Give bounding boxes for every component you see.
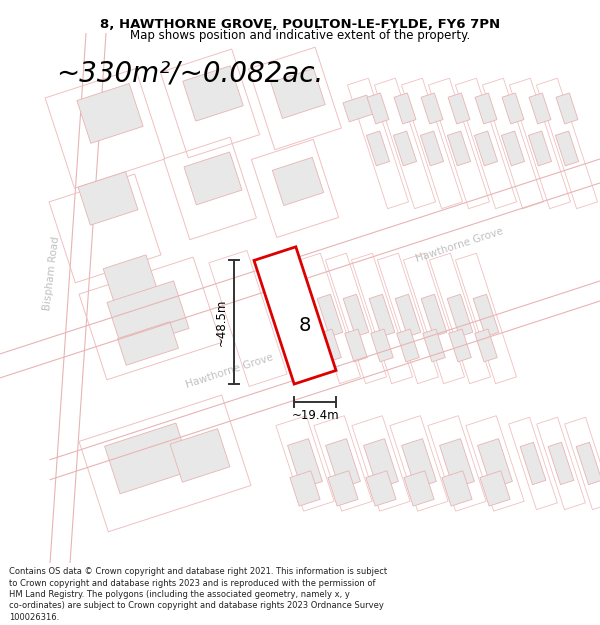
Polygon shape [404, 471, 434, 506]
Text: ~330m²/~0.082ac.: ~330m²/~0.082ac. [56, 59, 323, 88]
Polygon shape [183, 66, 243, 121]
Polygon shape [118, 322, 178, 365]
Polygon shape [364, 439, 398, 488]
Text: HM Land Registry. The polygons (including the associated geometry, namely x, y: HM Land Registry. The polygons (includin… [9, 590, 350, 599]
Polygon shape [520, 442, 546, 484]
Polygon shape [319, 329, 341, 362]
Polygon shape [473, 294, 499, 337]
Polygon shape [423, 329, 445, 362]
Polygon shape [272, 158, 323, 206]
Polygon shape [475, 131, 497, 166]
Polygon shape [371, 329, 393, 362]
Polygon shape [421, 93, 443, 124]
Polygon shape [421, 294, 447, 337]
Polygon shape [475, 93, 497, 124]
Polygon shape [502, 93, 524, 124]
Polygon shape [290, 471, 320, 506]
Polygon shape [449, 329, 471, 362]
Polygon shape [421, 131, 443, 166]
Polygon shape [77, 84, 143, 143]
Polygon shape [475, 329, 497, 362]
Polygon shape [397, 329, 419, 362]
Polygon shape [556, 93, 578, 124]
Text: 100026316.: 100026316. [9, 612, 59, 621]
Polygon shape [271, 68, 325, 119]
Polygon shape [104, 423, 191, 494]
Text: Bispham Road: Bispham Road [43, 236, 62, 311]
Text: ~19.4m: ~19.4m [291, 409, 339, 422]
Polygon shape [317, 294, 343, 337]
Text: Map shows position and indicative extent of the property.: Map shows position and indicative extent… [130, 29, 470, 42]
Polygon shape [394, 131, 416, 166]
Polygon shape [448, 93, 470, 124]
Polygon shape [440, 439, 475, 488]
Polygon shape [328, 471, 358, 506]
Polygon shape [448, 131, 470, 166]
Polygon shape [394, 93, 416, 124]
Polygon shape [529, 131, 551, 166]
Text: 8, HAWTHORNE GROVE, POULTON-LE-FYLDE, FY6 7PN: 8, HAWTHORNE GROVE, POULTON-LE-FYLDE, FY… [100, 18, 500, 31]
Polygon shape [478, 439, 512, 488]
Polygon shape [107, 281, 189, 350]
Polygon shape [78, 172, 138, 225]
Polygon shape [287, 439, 322, 488]
Polygon shape [529, 93, 551, 124]
Text: ~48.5m: ~48.5m [215, 299, 228, 346]
Polygon shape [367, 131, 389, 166]
Polygon shape [548, 442, 574, 484]
Text: co-ordinates) are subject to Crown copyright and database rights 2023 Ordnance S: co-ordinates) are subject to Crown copyr… [9, 601, 384, 610]
Polygon shape [103, 255, 157, 302]
Polygon shape [366, 471, 396, 506]
Polygon shape [345, 329, 367, 362]
Text: Hawthorne Grove: Hawthorne Grove [185, 352, 275, 390]
Polygon shape [442, 471, 472, 506]
Polygon shape [576, 442, 600, 484]
Polygon shape [480, 471, 510, 506]
Polygon shape [184, 152, 242, 205]
Text: to Crown copyright and database rights 2023 and is reproduced with the permissio: to Crown copyright and database rights 2… [9, 579, 376, 587]
Polygon shape [326, 439, 361, 488]
Polygon shape [367, 93, 389, 124]
Polygon shape [556, 131, 578, 166]
Polygon shape [343, 95, 373, 122]
Text: Hawthorne Grove: Hawthorne Grove [415, 227, 505, 264]
Polygon shape [502, 131, 524, 166]
Polygon shape [395, 294, 421, 337]
Polygon shape [170, 429, 230, 482]
Polygon shape [254, 247, 336, 384]
Text: 8: 8 [299, 316, 311, 335]
Polygon shape [343, 294, 369, 337]
Polygon shape [401, 439, 436, 488]
Text: Contains OS data © Crown copyright and database right 2021. This information is : Contains OS data © Crown copyright and d… [9, 568, 387, 576]
Polygon shape [447, 294, 473, 337]
Polygon shape [369, 294, 395, 337]
